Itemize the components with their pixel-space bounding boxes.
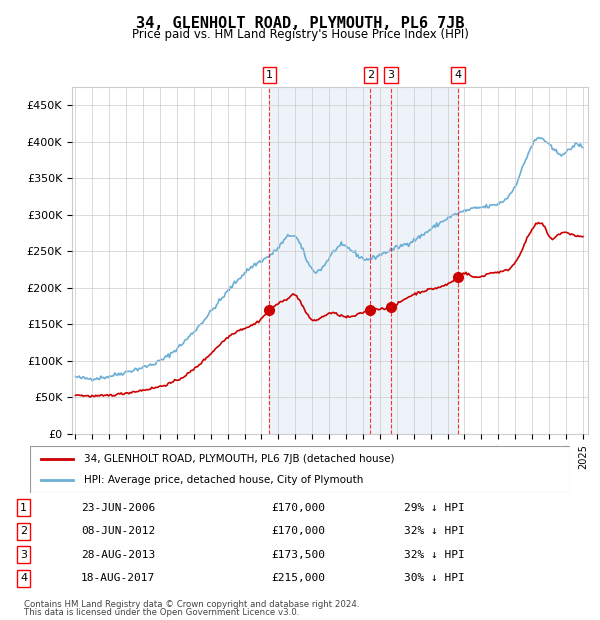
- Text: 1: 1: [266, 70, 273, 80]
- Text: 4: 4: [20, 574, 27, 583]
- FancyBboxPatch shape: [30, 446, 570, 493]
- Text: 18-AUG-2017: 18-AUG-2017: [81, 574, 155, 583]
- Text: £170,000: £170,000: [271, 526, 325, 536]
- Text: 08-JUN-2012: 08-JUN-2012: [81, 526, 155, 536]
- Text: 3: 3: [388, 70, 395, 80]
- Text: 3: 3: [20, 550, 27, 560]
- Text: 2: 2: [20, 526, 27, 536]
- Text: This data is licensed under the Open Government Licence v3.0.: This data is licensed under the Open Gov…: [24, 608, 299, 617]
- Text: 34, GLENHOLT ROAD, PLYMOUTH, PL6 7JB: 34, GLENHOLT ROAD, PLYMOUTH, PL6 7JB: [136, 16, 464, 30]
- Text: 32% ↓ HPI: 32% ↓ HPI: [404, 526, 464, 536]
- Text: 23-JUN-2006: 23-JUN-2006: [81, 503, 155, 513]
- Text: 28-AUG-2013: 28-AUG-2013: [81, 550, 155, 560]
- Text: £173,500: £173,500: [271, 550, 325, 560]
- Text: 1: 1: [20, 503, 27, 513]
- Text: 30% ↓ HPI: 30% ↓ HPI: [404, 574, 464, 583]
- Text: £215,000: £215,000: [271, 574, 325, 583]
- Text: 2: 2: [367, 70, 374, 80]
- Text: 32% ↓ HPI: 32% ↓ HPI: [404, 550, 464, 560]
- Text: Contains HM Land Registry data © Crown copyright and database right 2024.: Contains HM Land Registry data © Crown c…: [24, 600, 359, 609]
- Text: HPI: Average price, detached house, City of Plymouth: HPI: Average price, detached house, City…: [84, 475, 364, 485]
- Text: Price paid vs. HM Land Registry's House Price Index (HPI): Price paid vs. HM Land Registry's House …: [131, 28, 469, 41]
- Text: £170,000: £170,000: [271, 503, 325, 513]
- Text: 29% ↓ HPI: 29% ↓ HPI: [404, 503, 464, 513]
- Text: 4: 4: [455, 70, 462, 80]
- Text: 34, GLENHOLT ROAD, PLYMOUTH, PL6 7JB (detached house): 34, GLENHOLT ROAD, PLYMOUTH, PL6 7JB (de…: [84, 454, 395, 464]
- Bar: [269, 87, 458, 434]
